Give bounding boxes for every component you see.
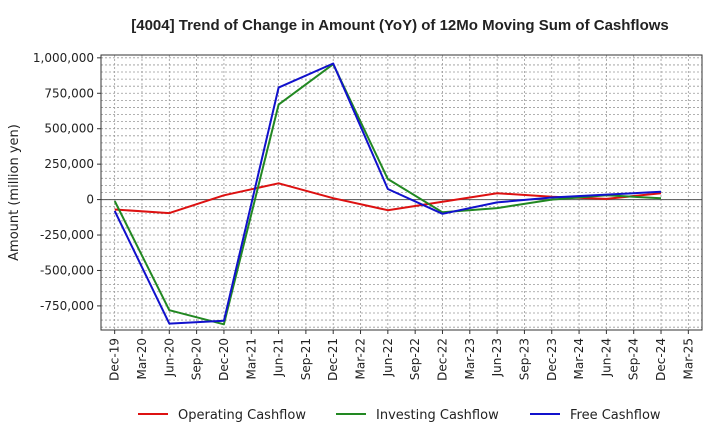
x-tick-label: Sep-23: [517, 338, 531, 380]
legend-label: Investing Cashflow: [376, 408, 499, 423]
y-tick-label: 750,000: [44, 86, 94, 100]
x-tick-label: Mar-22: [354, 338, 368, 379]
x-tick-label: Dec-23: [545, 338, 559, 381]
x-tick-label: Mar-21: [244, 338, 258, 379]
y-tick-label: -750,000: [40, 299, 94, 313]
x-tick-label: Sep-24: [627, 338, 641, 380]
grid-lines: [101, 55, 702, 330]
legend-item-free-cashflow: Free Cashflow: [530, 408, 661, 423]
x-tick-label: Sep-22: [408, 338, 422, 380]
chart-title: [4004] Trend of Change in Amount (YoY) o…: [131, 17, 669, 34]
x-tick-label: Sep-20: [190, 338, 204, 380]
x-tick-label: Mar-23: [463, 338, 477, 379]
y-axis-ticks: -750,000 -500,000 -250,000 0 250,000 500,000 7…: [33, 51, 101, 313]
x-tick-label: Mar-24: [572, 338, 586, 379]
x-tick-label: Jun-24: [599, 338, 613, 377]
x-tick-label: Dec-21: [326, 338, 340, 381]
x-tick-label: Dec-19: [108, 338, 122, 381]
x-tick-label: Jun-22: [381, 338, 395, 377]
x-tick-label: Jun-21: [272, 338, 286, 377]
x-tick-label: Mar-25: [681, 338, 695, 379]
y-tick-label: -500,000: [40, 263, 94, 277]
x-tick-label: Jun-23: [490, 338, 504, 377]
legend-label: Operating Cashflow: [178, 408, 306, 423]
legend-item-investing-cashflow: Investing Cashflow: [336, 408, 499, 423]
y-axis-label: Amount (million yen): [7, 124, 22, 261]
y-tick-label: 250,000: [44, 157, 94, 171]
y-tick-label: 500,000: [44, 122, 94, 136]
y-tick-label: 0: [86, 193, 94, 207]
x-tick-label: Dec-22: [435, 338, 449, 381]
series-line-free-cashflow: [113, 62, 662, 325]
legend-label: Free Cashflow: [570, 408, 661, 423]
x-tick-label: Sep-21: [299, 338, 313, 380]
x-axis-ticks: Dec-19 Mar-20 Jun-20 Sep-20 Dec-20 Mar-21 Jun-…: [108, 330, 695, 381]
x-tick-label: Jun-20: [162, 338, 176, 377]
y-tick-label: -250,000: [40, 228, 94, 242]
legend: Operating Cashflow Investing Cashflow Free…: [138, 408, 661, 423]
series-lines: [113, 62, 662, 326]
series-line-investing-cashflow: [113, 63, 662, 326]
y-tick-label: 1,000,000: [33, 51, 94, 65]
x-tick-label: Dec-20: [217, 338, 231, 381]
plot-area-frame: [100, 54, 703, 331]
legend-item-operating-cashflow: Operating Cashflow: [138, 408, 306, 423]
x-tick-label: Mar-20: [135, 338, 149, 379]
x-tick-label: Dec-24: [654, 338, 668, 381]
